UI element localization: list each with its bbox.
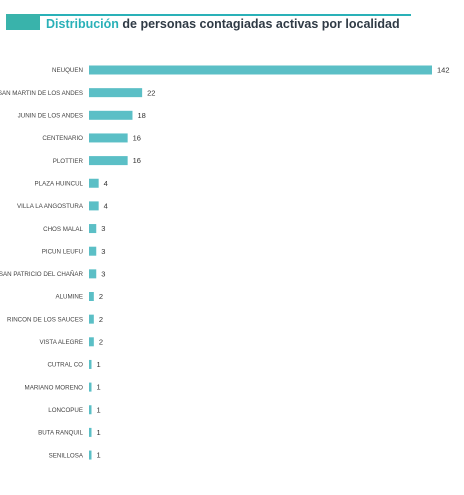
category-label: NEUQUEN: [52, 67, 83, 74]
category-label: SAN MARTIN DE LOS ANDES: [0, 90, 83, 97]
value-label: 22: [147, 88, 155, 97]
value-label: 16: [133, 156, 141, 165]
value-label: 3: [101, 247, 105, 256]
value-label: 1: [97, 451, 101, 460]
bar: [89, 156, 128, 166]
bar: [89, 110, 133, 120]
chart-title-accent: Distribución: [46, 17, 119, 31]
chart-title: Distribución de personas contagiadas act…: [46, 17, 400, 31]
category-label: CHOS MALAL: [43, 226, 83, 233]
value-label: 1: [97, 383, 101, 392]
category-label: PLAZA HUINCUL: [35, 180, 84, 187]
value-label: 18: [137, 111, 145, 120]
value-label: 3: [101, 269, 105, 278]
bar: [89, 178, 99, 188]
value-label: 16: [133, 134, 141, 143]
bar: [89, 450, 92, 460]
bar: [89, 224, 97, 234]
category-label: MARIANO MORENO: [25, 384, 84, 391]
bar: [89, 246, 97, 256]
value-label: 142: [437, 66, 450, 75]
category-label: SENILLOSA: [49, 452, 84, 459]
bar: [89, 359, 92, 369]
bar: [89, 427, 92, 437]
category-label: BUTA RANQUIL: [38, 430, 83, 437]
bar: [89, 314, 94, 324]
category-label: CUTRAL CO: [47, 362, 83, 369]
category-label: PICUN LEUFU: [42, 248, 83, 255]
category-label: VISTA ALEGRE: [39, 339, 83, 346]
header-rule: [40, 14, 411, 16]
header-accent-block: [6, 14, 40, 30]
category-label: CENTENARIO: [42, 135, 83, 142]
bar: [89, 133, 128, 143]
bar: [89, 405, 92, 415]
value-label: 4: [104, 202, 108, 211]
bar: [89, 65, 432, 75]
category-label: RINCON DE LOS SAUCES: [7, 316, 83, 323]
value-label: 2: [99, 292, 103, 301]
category-label: VILLA LA ANGOSTURA: [17, 203, 84, 210]
bar: [89, 201, 99, 211]
category-label: ALUMINE: [55, 294, 83, 301]
bar: [89, 382, 92, 392]
value-label: 1: [97, 360, 101, 369]
value-label: 2: [99, 315, 103, 324]
category-label: LONCOPUE: [48, 407, 83, 414]
category-label: PLOTTIER: [53, 158, 84, 165]
bar: [89, 88, 143, 98]
value-label: 4: [104, 179, 108, 188]
bar: [89, 292, 94, 301]
value-label: 1: [97, 405, 101, 414]
value-label: 1: [97, 428, 101, 437]
bar: [89, 269, 97, 279]
bar: [89, 337, 94, 347]
value-label: 3: [101, 224, 105, 233]
value-label: 2: [99, 337, 103, 346]
chart-title-rest: de personas contagiadas activas por loca…: [118, 17, 400, 31]
category-label: SAN PATRICIO DEL CHAÑAR: [0, 271, 84, 278]
category-label: JUNIN DE LOS ANDES: [18, 113, 83, 120]
